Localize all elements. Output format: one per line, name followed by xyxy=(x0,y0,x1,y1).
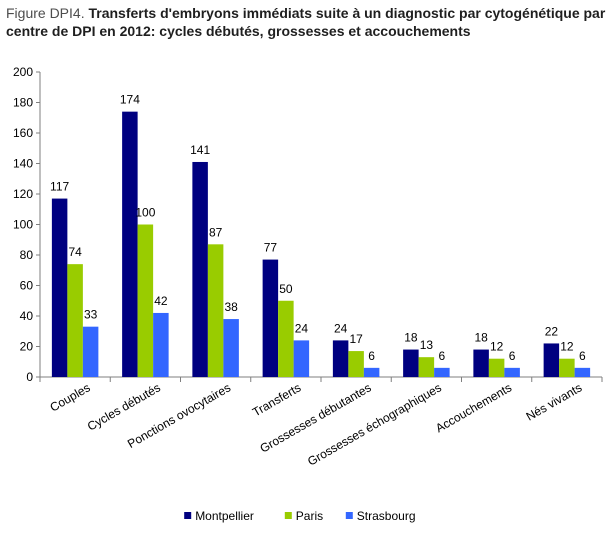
y-tick-label: 180 xyxy=(13,96,33,110)
data-label: 6 xyxy=(579,349,586,363)
x-tick-label: Accouchements xyxy=(433,380,514,435)
legend-swatch xyxy=(345,512,353,519)
x-tick-label: Grossesses échographiques xyxy=(305,380,444,468)
y-tick-label: 100 xyxy=(13,218,33,232)
legend-swatch xyxy=(284,512,292,519)
bar xyxy=(192,161,208,377)
data-label: 6 xyxy=(439,349,446,363)
data-label: 24 xyxy=(334,321,348,335)
y-tick-label: 0 xyxy=(26,370,33,384)
data-label: 74 xyxy=(68,245,82,259)
bar xyxy=(137,224,154,377)
y-tick-label: 140 xyxy=(13,157,33,171)
legend-label: Montpellier xyxy=(195,509,254,523)
data-label: 13 xyxy=(420,338,434,352)
x-tick-label: Nés vivants xyxy=(524,380,585,423)
x-tick-label: Transferts xyxy=(250,380,303,419)
data-label: 22 xyxy=(545,324,559,338)
x-tick-label: Grossesses débutantes xyxy=(257,380,373,455)
data-label: 77 xyxy=(264,241,278,255)
data-label: 42 xyxy=(154,294,168,308)
bar xyxy=(543,343,560,377)
data-label: 17 xyxy=(349,332,363,346)
title-prefix: Figure DPI4. xyxy=(6,5,85,21)
y-tick-label: 80 xyxy=(20,248,34,262)
data-label: 12 xyxy=(560,340,574,354)
data-label: 50 xyxy=(279,282,293,296)
data-label: 38 xyxy=(224,300,238,314)
bar xyxy=(559,358,575,377)
chart-title: Figure DPI4. Transferts d'embryons imméd… xyxy=(6,4,606,40)
data-label: 33 xyxy=(84,308,98,322)
data-label: 87 xyxy=(209,225,223,239)
bar xyxy=(278,300,294,377)
bar xyxy=(488,358,505,377)
data-label: 18 xyxy=(404,331,418,345)
bar xyxy=(434,367,450,377)
y-tick-label: 40 xyxy=(20,309,34,323)
title-text: Transferts d'embryons immédiats suite à … xyxy=(6,5,606,39)
y-tick-label: 60 xyxy=(20,279,34,293)
bar xyxy=(207,244,224,377)
data-label: 141 xyxy=(190,143,210,157)
bar xyxy=(403,349,419,377)
x-tick-label: Couples xyxy=(47,380,92,414)
legend-label: Paris xyxy=(296,509,323,523)
bar xyxy=(504,367,520,377)
y-tick-label: 160 xyxy=(13,126,33,140)
data-label: 18 xyxy=(474,331,488,345)
y-tick-label: 120 xyxy=(13,187,33,201)
legend-label: Strasbourg xyxy=(357,509,416,523)
data-label: 174 xyxy=(120,93,140,107)
bar xyxy=(348,351,364,377)
bar xyxy=(473,349,489,377)
bar xyxy=(153,312,169,377)
data-label: 12 xyxy=(490,340,504,354)
bar xyxy=(293,340,310,377)
bar xyxy=(418,357,435,377)
bar xyxy=(82,326,99,377)
y-tick-label: 200 xyxy=(13,65,33,79)
bar xyxy=(332,340,349,377)
y-axis: 0 20 40 60 80 100 120 140 160 180 200 xyxy=(13,65,41,384)
bar xyxy=(262,259,279,377)
y-tick-label: 20 xyxy=(20,340,34,354)
bar xyxy=(51,198,68,377)
data-label: 100 xyxy=(135,206,155,220)
data-label: 24 xyxy=(295,321,309,335)
bar xyxy=(363,367,380,377)
bar xyxy=(67,264,83,377)
data-label: 6 xyxy=(368,349,375,363)
data-label: 6 xyxy=(509,349,516,363)
legend: Montpellier Paris Strasbourg xyxy=(184,509,416,523)
bar xyxy=(223,319,239,377)
legend-swatch xyxy=(184,512,192,519)
bar xyxy=(574,367,591,377)
data-label: 117 xyxy=(50,180,69,194)
bars xyxy=(51,111,591,378)
bar xyxy=(122,111,138,378)
